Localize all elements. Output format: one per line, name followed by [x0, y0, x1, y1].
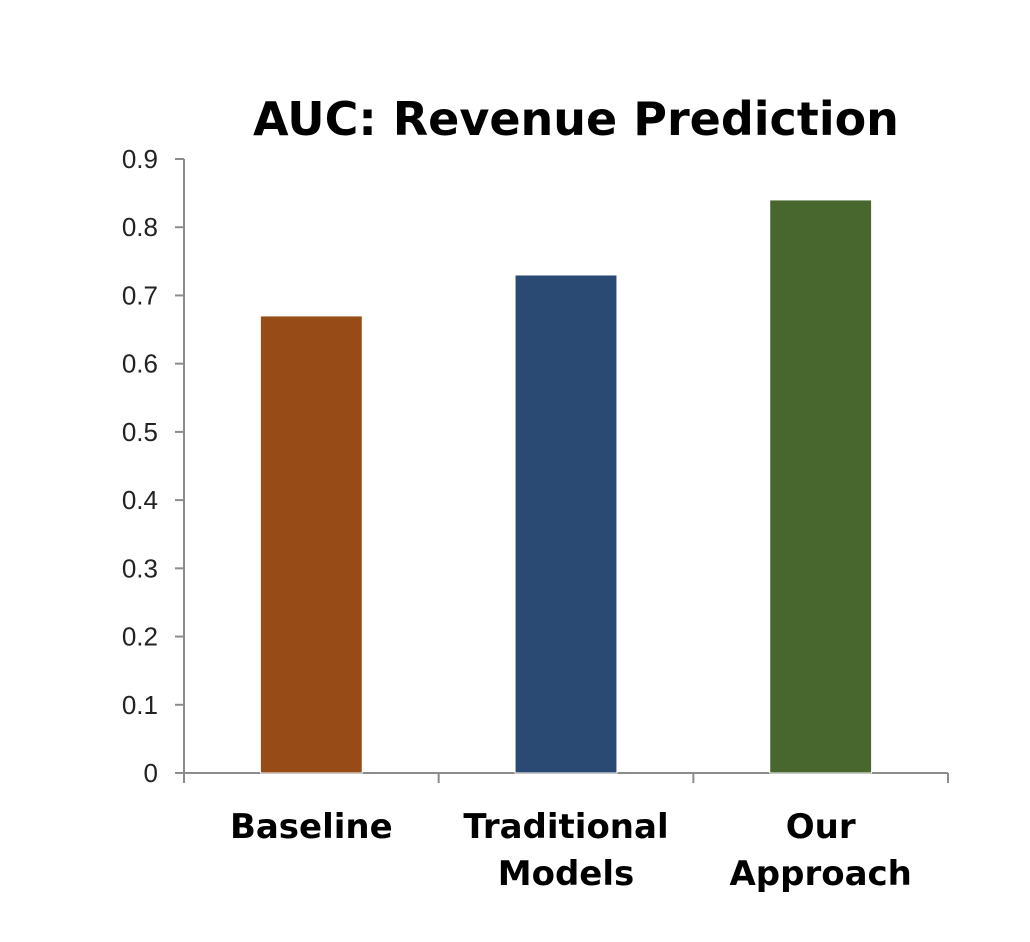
- y-axis: 0 0.1 0.2 0.3 0.4 0.5 0.6 0.7 0.8 0.9: [122, 144, 185, 788]
- bars-group: [259, 199, 873, 774]
- y-tick-label: 0.8: [122, 212, 158, 242]
- bar-our-approach: [769, 199, 873, 774]
- bar-baseline: [259, 315, 363, 774]
- category-label: Our: [786, 807, 856, 847]
- category-label: Traditional: [463, 807, 668, 847]
- x-axis: [183, 772, 949, 783]
- category-label: Baseline: [230, 807, 393, 847]
- y-tick-label: 0.7: [122, 280, 158, 310]
- category-labels: Baseline Traditional Models Our Approach: [230, 807, 912, 894]
- category-label: Approach: [729, 854, 911, 894]
- y-tick-label: 0.6: [122, 349, 158, 379]
- y-tick-label: 0.4: [122, 485, 158, 515]
- y-tick-label: 0.9: [122, 144, 158, 174]
- y-tick-label: 0.5: [122, 417, 158, 447]
- category-label: Models: [498, 854, 634, 894]
- y-tick-label: 0: [144, 758, 158, 788]
- bar-traditional-models: [514, 274, 618, 774]
- y-tick-label: 0.3: [122, 553, 158, 583]
- y-tick-label: 0.2: [122, 622, 158, 652]
- y-tick-label: 0.1: [122, 690, 158, 720]
- chart-title: AUC: Revenue Prediction: [253, 92, 899, 146]
